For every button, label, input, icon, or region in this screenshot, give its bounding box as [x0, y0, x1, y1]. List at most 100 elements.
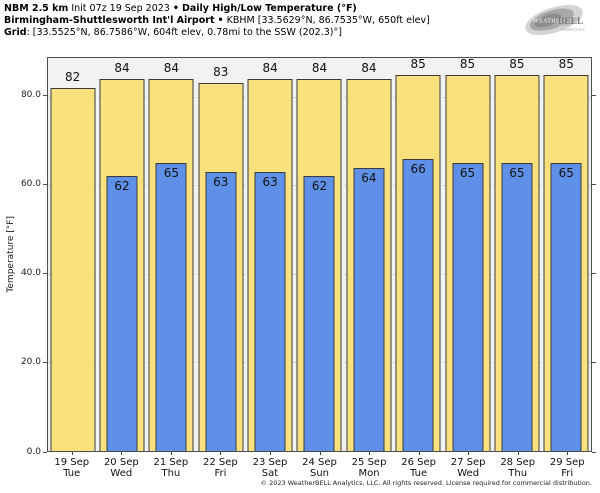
- low-value-label: 62: [114, 179, 130, 194]
- low-bar: [303, 176, 335, 451]
- x-tick-date: 21 Sep: [153, 457, 189, 468]
- low-value-label: 64: [361, 170, 377, 185]
- x-tick-day: Fri: [214, 468, 227, 479]
- product-title: Daily High/Low Temperature (°F): [182, 3, 357, 14]
- low-value-label: 63: [213, 175, 229, 190]
- bar-slot: 85 65: [492, 56, 541, 451]
- station-name: Birmingham-Shuttlesworth Int'l Airport: [4, 15, 215, 26]
- y-tick-label: 80.0: [20, 90, 41, 101]
- x-tick-label: 23 Sep Sat: [245, 452, 295, 479]
- x-tick-date: 26 Sep: [401, 457, 436, 468]
- plot-area: 82 84 62 84 65 83 63 84 63 84 62 84 64 85 66 85 65 85 65 85…: [47, 57, 592, 452]
- x-tick-day: Wed: [110, 468, 133, 479]
- bars-container: 82 84 62 84 65 83 63 84 63 84 62 84 64 85 66 85 65 85 65 85…: [48, 56, 591, 451]
- x-tick-day: Tue: [410, 468, 428, 479]
- x-tick-day: Wed: [457, 468, 480, 479]
- low-bar: [353, 167, 385, 451]
- y-tick-label: 60.0: [20, 179, 41, 190]
- x-tick-label: 19 Sep Tue: [47, 452, 97, 479]
- y-tick-mark-right: [592, 184, 596, 186]
- low-bar: [106, 176, 138, 451]
- chart-header: NBM 2.5 km Init 07z 19 Sep 2023 • Daily …: [4, 3, 430, 39]
- high-value-label: 85: [410, 56, 426, 71]
- x-tick-date: 29 Sep: [549, 457, 585, 468]
- x-tick-mark: [517, 452, 519, 455]
- y-tick-mark-left: [43, 273, 47, 275]
- low-bar: [402, 158, 434, 451]
- x-tick-day: Fri: [561, 468, 574, 479]
- copyright-text: © 2023 WeatherBELL Analytics, LLC. All r…: [260, 479, 592, 487]
- model-name: NBM 2.5 km: [4, 3, 69, 14]
- bar-slot: 84 64: [344, 58, 393, 451]
- high-value-label: 82: [65, 69, 81, 84]
- bar-slot: 85 65: [443, 56, 492, 451]
- bar-slot: 84 62: [295, 58, 344, 451]
- bar-slot: 84 65: [147, 58, 196, 451]
- x-tick-mark: [468, 452, 470, 455]
- y-tick-label: 20.0: [20, 357, 41, 368]
- low-value-label: 66: [410, 161, 426, 176]
- high-value-label: 85: [459, 56, 476, 71]
- x-tick-mark: [269, 452, 271, 455]
- high-value-label: 85: [509, 56, 525, 71]
- low-bar: [550, 163, 582, 451]
- y-tick-mark-left: [43, 451, 47, 453]
- header-line-2: Birmingham-Shuttlesworth Int'l Airport •…: [4, 15, 430, 27]
- y-tick-mark-left: [43, 184, 47, 186]
- x-tick-day: Sun: [309, 468, 330, 479]
- bar-slot: 85 66: [394, 56, 443, 451]
- high-value-label: 85: [558, 56, 574, 71]
- x-tick-label: 28 Sep Thu: [493, 452, 543, 479]
- weatherbell-logo-icon: WEATHER BELL Analytics LLC: [525, 4, 585, 36]
- x-tick-mark: [121, 452, 123, 455]
- logo-weather-text: WEATHER: [533, 19, 564, 25]
- x-tick-date: 27 Sep: [450, 457, 486, 468]
- init-time: Init 07z 19 Sep 2023: [71, 3, 170, 14]
- high-value-label: 84: [163, 61, 180, 76]
- x-tick-label: 25 Sep Mon: [344, 452, 394, 479]
- x-tick-date: 25 Sep: [351, 457, 387, 468]
- low-bar: [205, 172, 237, 451]
- low-bar: [155, 163, 187, 451]
- separator-dot: •: [172, 3, 179, 14]
- low-value-label: 65: [558, 166, 574, 181]
- x-tick-date: 28 Sep: [500, 457, 536, 468]
- header-line-1: NBM 2.5 km Init 07z 19 Sep 2023 • Daily …: [4, 3, 430, 15]
- grid-label: Grid: [4, 27, 27, 38]
- x-tick-date: 23 Sep: [252, 457, 288, 468]
- x-tick-mark: [71, 452, 73, 455]
- x-tick-label: 27 Sep Wed: [443, 452, 493, 479]
- y-tick-label: 0.0: [26, 446, 41, 457]
- x-tick-day: Tue: [63, 468, 81, 479]
- x-tick-label: 20 Sep Wed: [97, 452, 147, 479]
- high-value-label: 84: [114, 61, 130, 76]
- station-info: KBHM [33.5629°N, 86.7535°W, 650ft elev]: [226, 15, 430, 26]
- low-bar: [254, 172, 286, 451]
- x-tick-date: 24 Sep: [302, 457, 337, 468]
- x-tick-mark: [170, 452, 172, 455]
- low-bar: [452, 163, 484, 451]
- low-value-label: 63: [262, 175, 278, 190]
- bar-slot: 84 62: [97, 58, 146, 451]
- y-tick-mark-left: [43, 95, 47, 97]
- separator-dot: •: [217, 15, 224, 26]
- x-tick-day: Thu: [508, 468, 528, 479]
- bar-slot: 84 63: [245, 58, 294, 451]
- x-tick-date: 20 Sep: [103, 457, 139, 468]
- x-tick-day: Thu: [161, 468, 181, 479]
- header-line-3: Grid: [33.5525°N, 86.7586°W, 604ft elev,…: [4, 27, 430, 39]
- bar-slot: 85 65: [542, 56, 591, 451]
- high-value-label: 84: [311, 61, 328, 76]
- x-tick-day: Sat: [261, 468, 279, 479]
- x-tick-day: Mon: [358, 468, 380, 479]
- x-tick-mark: [220, 452, 222, 455]
- logo-sub-text: Analytics LLC: [561, 28, 585, 32]
- high-value-label: 84: [262, 61, 278, 76]
- x-tick-label: 22 Sep Fri: [196, 452, 246, 479]
- low-value-label: 65: [163, 166, 180, 181]
- x-tick-label: 21 Sep Thu: [146, 452, 196, 479]
- low-value-label: 65: [509, 166, 525, 181]
- x-tick-date: 19 Sep: [54, 457, 90, 468]
- x-tick-mark: [418, 452, 420, 455]
